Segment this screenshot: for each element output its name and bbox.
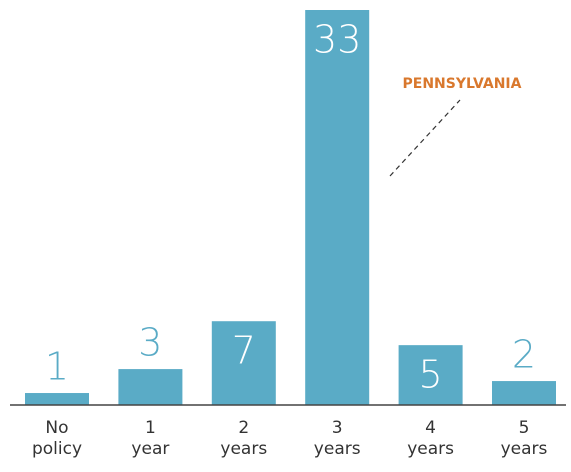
value-label: 5 (419, 353, 443, 397)
x-tick-text: 3 years (313, 418, 361, 459)
x-tick-label: 2 years (199, 418, 289, 460)
bar (118, 369, 183, 405)
annotation-line (389, 99, 461, 177)
x-tick-text: 2 years (220, 418, 268, 459)
bar (211, 321, 276, 405)
bar (398, 345, 463, 405)
x-tick-text: 4 years (407, 418, 454, 459)
bar (492, 381, 556, 405)
x-tick-label: 3 years (292, 418, 382, 460)
x-tick-text: 5 years (500, 418, 548, 459)
x-tick-label: No policy (12, 418, 102, 460)
x-tick-label: 1 year (105, 418, 195, 460)
x-tick-text: 1 year (131, 418, 170, 459)
value-label: 33 (313, 18, 361, 62)
bar (25, 393, 89, 405)
x-tick-label: 4 years (386, 418, 476, 460)
value-label: 2 (512, 333, 536, 377)
bar (305, 10, 370, 405)
value-label: 1 (45, 345, 69, 389)
value-label: 7 (232, 329, 256, 373)
value-label: 3 (138, 321, 162, 365)
annotation: PENNSYLVANIA (403, 76, 522, 92)
x-tick-text: No policy (31, 418, 83, 459)
x-tick-label: 5 years (479, 418, 569, 460)
